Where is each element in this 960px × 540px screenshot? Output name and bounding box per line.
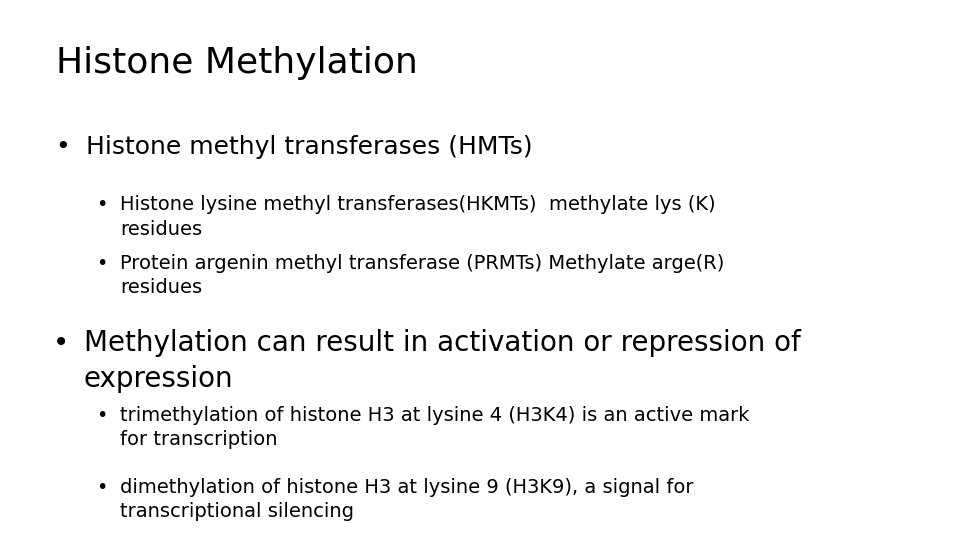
Text: trimethylation of histone H3 at lysine 4 (H3K4) is an active mark
for transcript: trimethylation of histone H3 at lysine 4… bbox=[120, 406, 750, 449]
Text: Histone Methylation: Histone Methylation bbox=[56, 46, 418, 80]
Text: •: • bbox=[53, 329, 69, 357]
Text: •: • bbox=[96, 195, 108, 214]
Text: •: • bbox=[56, 135, 70, 159]
Text: •: • bbox=[96, 406, 108, 425]
Text: Histone lysine methyl transferases(HKMTs)  methylate lys (K)
residues: Histone lysine methyl transferases(HKMTs… bbox=[120, 195, 715, 239]
Text: Protein argenin methyl transferase (PRMTs) Methylate arge(R)
residues: Protein argenin methyl transferase (PRMT… bbox=[120, 254, 725, 297]
Text: Histone methyl transferases (HMTs): Histone methyl transferases (HMTs) bbox=[86, 135, 533, 159]
Text: •: • bbox=[96, 254, 108, 273]
Text: •: • bbox=[96, 478, 108, 497]
Text: Methylation can result in activation or repression of
expression: Methylation can result in activation or … bbox=[84, 329, 801, 393]
Text: dimethylation of histone H3 at lysine 9 (H3K9), a signal for
transcriptional sil: dimethylation of histone H3 at lysine 9 … bbox=[120, 478, 693, 521]
